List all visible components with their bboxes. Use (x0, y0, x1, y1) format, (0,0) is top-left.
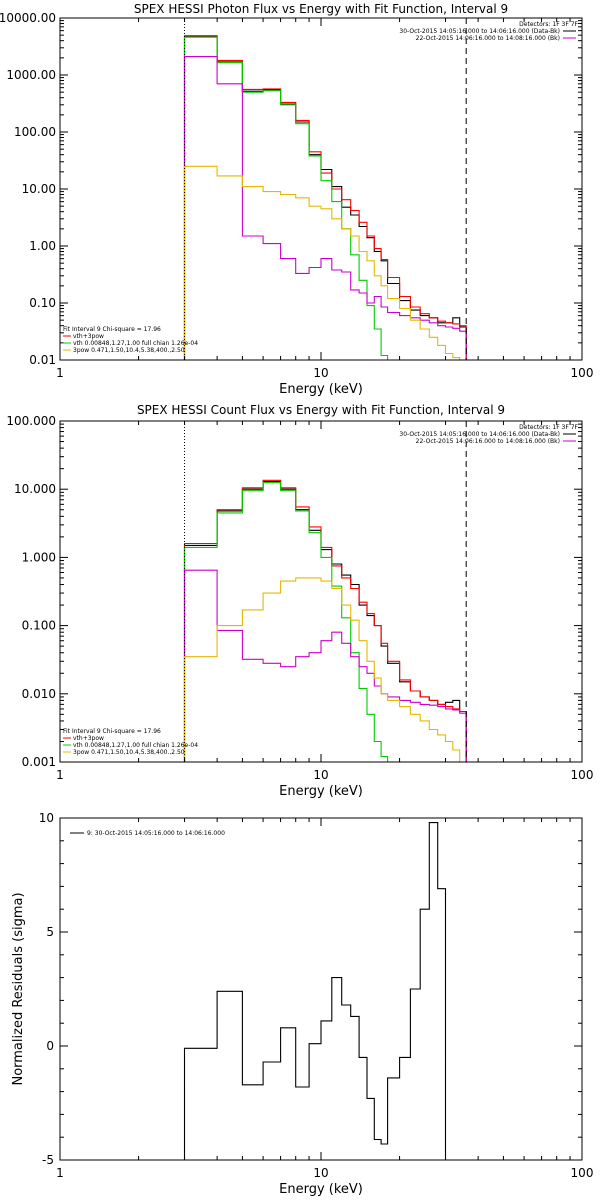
residuals-panel: 1 10 100 -5 0 5 10 Energy (keV) Normalized Resid… (11, 811, 593, 1197)
x-tick-label: 100 (571, 1166, 594, 1180)
y-tick-label: 100.00 (14, 125, 56, 139)
y-tick-label: 10.000 (14, 482, 56, 496)
legend-top-text: 22-Oct-2015 14:06:16.000 to 14:08:16.000… (416, 438, 560, 445)
plot-frame (59, 420, 583, 763)
x-axis-label: Energy (keV) (279, 784, 363, 799)
series-line-0 (183, 36, 467, 360)
y-tick-label: 0.01 (29, 353, 56, 367)
series-line-4 (183, 165, 467, 361)
series-line-2 (183, 36, 389, 360)
legend-bottom-text: 3pow 0.471,1.50,10.4,5.38,400.,2.50 (73, 749, 185, 756)
x-tick-label: 100 (571, 768, 594, 782)
y-tick-label: 0 (46, 1039, 54, 1053)
photon-flux-panel: SPEX HESSI Photon Flux vs Energy with Fi… (0, 2, 593, 397)
y-tick-label: 10.00 (22, 182, 56, 196)
chart-title: SPEX HESSI Count Flux vs Energy with Fit… (137, 403, 505, 417)
legend-bottom-text: vth 0.00848,1.27,1.00 full chian 1.26e-0… (73, 742, 198, 749)
legend-top-text: 22-Oct-2015 14:06:16.000 to 14:08:16.000… (416, 35, 560, 42)
x-tick-label: 10 (313, 366, 328, 380)
series-line-1 (183, 479, 467, 762)
legend-bottom-text: Fit Interval 9 Chi-square = 17.96 (63, 728, 161, 735)
y-tick-label: 100.000 (6, 414, 56, 428)
y-tick-label: 1.000 (22, 550, 56, 564)
legend-top-text: Detectors: 1F 3F 7F (519, 21, 578, 28)
x-axis-label: Energy (keV) (279, 382, 363, 397)
x-tick-label: 100 (571, 366, 594, 380)
series-line-3 (183, 569, 467, 762)
legend-top-text: 30-Oct-2015 14:05:16.000 to 14:06:16.000… (399, 28, 560, 35)
x-tick-label: 1 (56, 768, 64, 782)
y-tick-label: 0.10 (29, 296, 56, 310)
x-tick-label: 10 (313, 768, 328, 782)
legend-bottom-text: vth 0.00848,1.27,1.00 full chian 1.26e-0… (73, 340, 198, 347)
legend-top-text: 30-Oct-2015 14:05:16.000 to 14:06:16.000… (399, 431, 560, 438)
count-flux-panel: SPEX HESSI Count Flux vs Energy with Fit… (6, 403, 593, 799)
series-group (183, 35, 467, 361)
y-tick-label: -5 (42, 1153, 54, 1167)
legend-bottom-text: vth+3pow (73, 333, 104, 340)
y-axis-label: Normalized Residuals (sigma) (11, 892, 26, 1085)
x-tick-label: 1 (56, 366, 64, 380)
y-tick-label: 10000.00 (0, 11, 56, 25)
y-tick-label: 0.010 (22, 687, 56, 701)
legend-bottom-text: Fit Interval 9 Chi-square = 17.96 (63, 326, 161, 333)
x-axis-label: Energy (keV) (279, 1182, 363, 1197)
y-tick-label: 10 (39, 811, 54, 825)
legend-bottom-text: 3pow 0.471,1.50,10.4,5.38,400.,2.50 (73, 347, 185, 354)
series-group (183, 479, 467, 763)
plot-frame (59, 17, 583, 361)
y-tick-label: 5 (46, 925, 54, 939)
series-line-4 (183, 577, 467, 763)
y-tick-label: 1000.00 (6, 68, 56, 82)
plot-frame (59, 817, 583, 1161)
chart-title: SPEX HESSI Photon Flux vs Energy with Fi… (134, 2, 508, 16)
y-tick-label: 0.001 (22, 755, 56, 769)
legend-top-text: 9: 30-Oct-2015 14:05:16.000 to 14:06:16.… (87, 830, 225, 837)
y-tick-label: 1.00 (29, 239, 56, 253)
series-line-3 (183, 56, 467, 360)
x-tick-label: 10 (313, 1166, 328, 1180)
series-line-2 (183, 482, 389, 762)
y-tick-label: 0.100 (22, 619, 56, 633)
series-line-0 (183, 822, 447, 1160)
series-line-0 (183, 480, 467, 762)
series-group (183, 822, 447, 1160)
legend-top-text: Detectors: 1F 3F 7F (519, 424, 578, 431)
x-tick-label: 1 (56, 1166, 64, 1180)
legend-bottom-text: vth+3pow (73, 735, 104, 742)
